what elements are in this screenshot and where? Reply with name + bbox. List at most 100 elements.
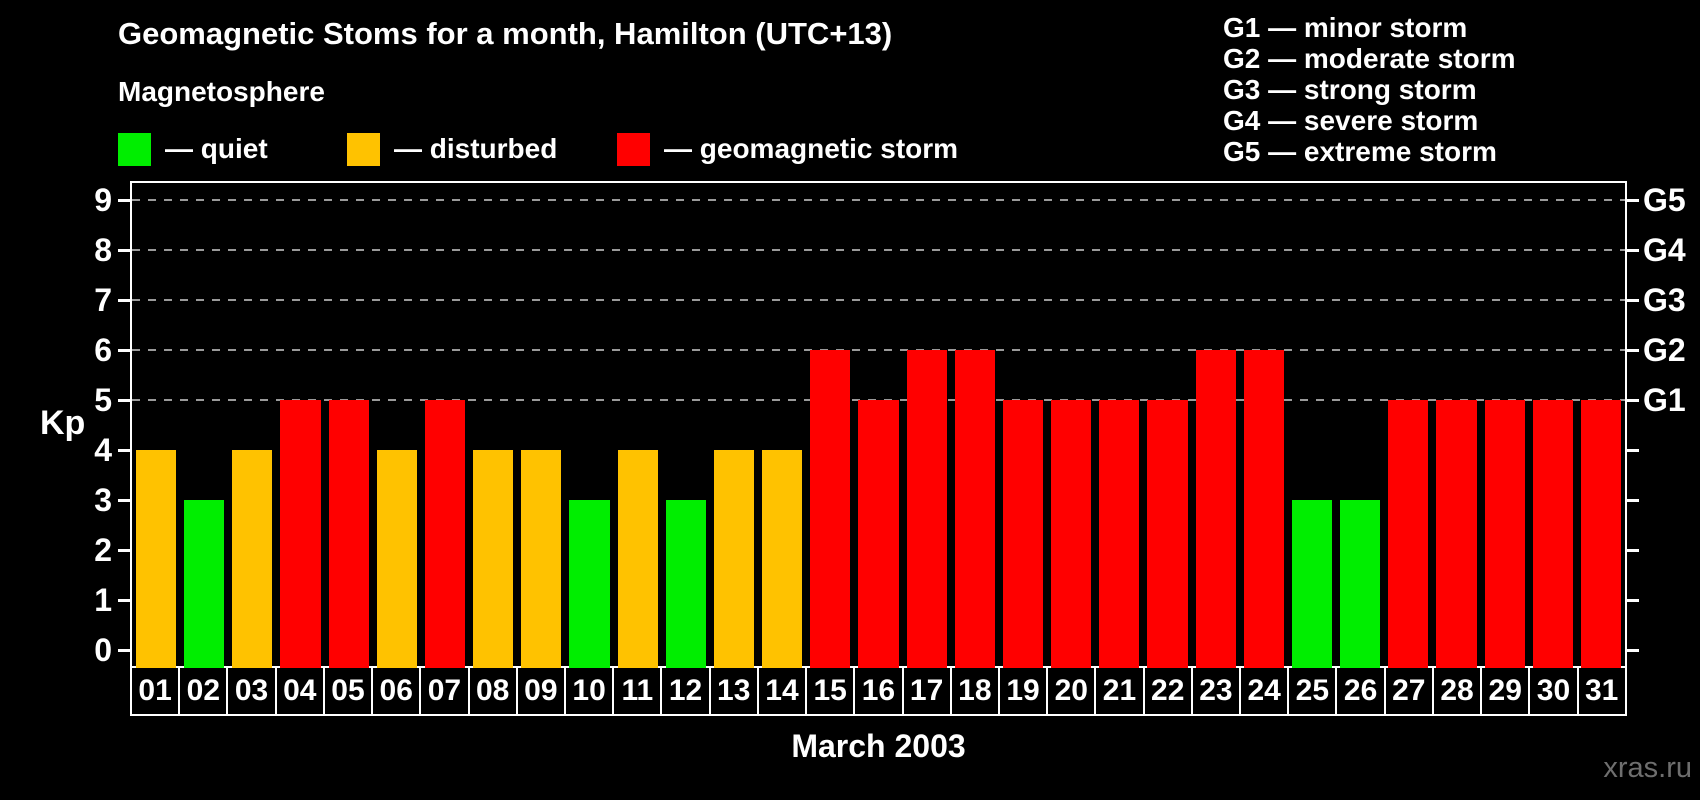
kp-bar-day-03 xyxy=(232,450,273,668)
day-label-07: 07 xyxy=(419,666,470,716)
kp-bar-day-27 xyxy=(1388,400,1429,668)
day-label-06: 06 xyxy=(371,666,422,716)
y-axis-tick-right-2 xyxy=(1627,549,1639,552)
kp-bar-day-22 xyxy=(1147,400,1188,668)
y-axis-tick-right-5 xyxy=(1627,399,1639,402)
gridline-kp-8 xyxy=(132,249,1625,251)
day-label-20: 20 xyxy=(1046,666,1097,716)
kp-bar-day-09 xyxy=(521,450,562,668)
y-axis-tick-left-4 xyxy=(118,449,130,452)
kp-bar-day-15 xyxy=(810,350,851,668)
y-axis-tick-left-3 xyxy=(118,499,130,502)
gridline-kp-6 xyxy=(132,349,1625,351)
day-label-05: 05 xyxy=(322,666,374,716)
day-label-01: 01 xyxy=(130,666,181,716)
day-label-15: 15 xyxy=(805,666,856,716)
legend-swatch-disturbed xyxy=(347,132,380,166)
y-axis-label: Kp xyxy=(40,404,86,442)
plot-area xyxy=(130,181,1627,668)
day-label-27: 27 xyxy=(1383,666,1434,716)
legend-swatch-quiet xyxy=(118,132,151,166)
x-axis-title: March 2003 xyxy=(791,728,966,764)
y-axis-tick-left-1 xyxy=(118,599,130,602)
magnetosphere-legend-title: Magnetosphere xyxy=(118,76,325,107)
day-label-25: 25 xyxy=(1287,666,1338,716)
day-label-28: 28 xyxy=(1431,666,1483,716)
day-label-04: 04 xyxy=(274,666,325,716)
day-label-26: 26 xyxy=(1335,666,1386,716)
y-axis-tick-right-9 xyxy=(1627,199,1639,202)
y-axis-tick-label-5: 5 xyxy=(94,382,112,418)
g-legend-line-1: G1 — minor storm xyxy=(1223,12,1468,43)
y-axis-tick-label-4: 4 xyxy=(94,432,112,468)
kp-bar-day-20 xyxy=(1051,400,1092,668)
legend-swatch-storm xyxy=(617,132,650,166)
y-axis-tick-label-1: 1 xyxy=(94,582,112,618)
y-axis-tick-label-7: 7 xyxy=(94,282,112,318)
g-legend-line-3: G3 — strong storm xyxy=(1223,74,1477,105)
watermark: xras.ru xyxy=(1603,752,1692,784)
g-legend-line-5: G5 — extreme storm xyxy=(1223,136,1497,167)
day-label-19: 19 xyxy=(997,666,1049,716)
legend-label-storm: — geomagnetic storm xyxy=(664,133,959,164)
kp-bar-day-23 xyxy=(1195,350,1236,668)
kp-bar-day-30 xyxy=(1532,400,1573,668)
g-legend-line-2: G2 — moderate storm xyxy=(1223,43,1516,74)
day-label-16: 16 xyxy=(853,666,904,716)
kp-bar-day-10 xyxy=(569,500,610,668)
kp-bar-day-07 xyxy=(424,400,466,668)
kp-bar-day-12 xyxy=(665,500,706,668)
kp-bar-day-08 xyxy=(473,450,514,668)
day-label-row: 01 02 03 04 05 06 07 08 09 10 11 12 13 14 15 16 17 18 19 20… xyxy=(130,666,1627,716)
kp-bar-day-25 xyxy=(1291,500,1333,668)
day-label-17: 17 xyxy=(901,666,952,716)
day-label-13: 13 xyxy=(708,666,759,716)
kp-bar-day-04 xyxy=(280,400,321,668)
day-label-10: 10 xyxy=(563,666,615,716)
right-axis-label-G3: G3 xyxy=(1643,282,1686,318)
kp-bar-day-17 xyxy=(906,350,947,668)
y-axis-tick-right-4 xyxy=(1627,449,1639,452)
day-label-11: 11 xyxy=(612,666,663,716)
y-axis-tick-right-0 xyxy=(1627,649,1639,652)
legend-item-quiet: — quiet xyxy=(118,131,268,167)
page-title: Geomagnetic Stoms for a month, Hamilton … xyxy=(118,16,893,51)
kp-bar-day-19 xyxy=(1002,400,1044,668)
y-axis-tick-left-6 xyxy=(118,349,130,352)
day-label-23: 23 xyxy=(1190,666,1242,716)
day-label-24: 24 xyxy=(1239,666,1290,716)
kp-bar-day-13 xyxy=(713,450,755,668)
legend-label-disturbed: — disturbed xyxy=(394,133,558,164)
kp-bar-day-02 xyxy=(184,500,225,668)
right-axis-label-G1: G1 xyxy=(1643,382,1686,418)
y-axis-tick-label-6: 6 xyxy=(94,332,112,368)
kp-bar-day-29 xyxy=(1484,400,1525,668)
day-label-08: 08 xyxy=(467,666,518,716)
y-axis-tick-label-9: 9 xyxy=(94,182,112,218)
y-axis-tick-left-8 xyxy=(118,249,130,252)
legend-label-quiet: — quiet xyxy=(165,133,268,164)
right-axis-label-G2: G2 xyxy=(1643,332,1686,368)
kp-bar-day-06 xyxy=(376,450,417,668)
y-axis-tick-label-0: 0 xyxy=(94,632,112,668)
day-label-21: 21 xyxy=(1094,666,1145,716)
kp-bar-day-26 xyxy=(1340,500,1381,668)
y-axis-tick-label-8: 8 xyxy=(94,232,112,268)
y-axis-tick-right-7 xyxy=(1627,299,1639,302)
day-label-31: 31 xyxy=(1576,666,1627,716)
kp-bar-day-24 xyxy=(1243,350,1284,668)
right-axis-label-G4: G4 xyxy=(1643,232,1686,268)
kp-bar-day-18 xyxy=(954,350,995,668)
y-axis-tick-right-8 xyxy=(1627,249,1639,252)
day-label-12: 12 xyxy=(660,666,711,716)
day-label-29: 29 xyxy=(1480,666,1531,716)
day-label-14: 14 xyxy=(756,666,808,716)
kp-bar-day-11 xyxy=(617,450,658,668)
right-axis-label-G5: G5 xyxy=(1643,182,1686,218)
y-axis-tick-label-2: 2 xyxy=(94,532,112,568)
y-axis-tick-left-9 xyxy=(118,199,130,202)
y-axis-tick-left-0 xyxy=(118,649,130,652)
kp-bar-day-05 xyxy=(328,400,369,668)
gridline-kp-7 xyxy=(132,299,1625,301)
y-axis-tick-right-3 xyxy=(1627,499,1639,502)
